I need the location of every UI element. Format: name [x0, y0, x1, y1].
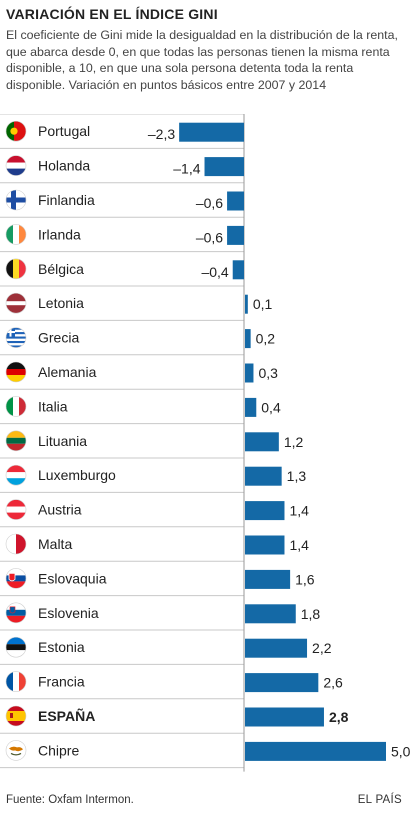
category-label: Malta — [38, 536, 72, 552]
value-label: 1,2 — [284, 434, 304, 450]
source-note: Fuente: Oxfam Intermon. — [6, 794, 134, 806]
france-flag-icon — [5, 671, 27, 692]
bar-malta — [245, 535, 285, 555]
netherlands-flag-icon — [5, 155, 27, 176]
category-label: Portugal — [38, 123, 90, 139]
value-label: –2,3 — [148, 126, 175, 142]
category-label: ESPAÑA — [38, 707, 95, 724]
value-label: –0,6 — [196, 195, 223, 211]
category-label: Letonia — [38, 295, 84, 311]
value-label: 0,2 — [256, 331, 276, 347]
cyprus-flag-icon — [5, 740, 27, 761]
luxembourg-flag-icon — [5, 464, 27, 486]
chart-title: VARIACIÓN EN EL ÍNDICE GINI — [6, 6, 218, 22]
slovenia-flag-icon — [5, 602, 27, 624]
value-label: –0,6 — [196, 229, 223, 245]
finland-flag-icon — [5, 189, 27, 211]
category-label: Holanda — [38, 158, 90, 174]
latvia-flag-icon — [5, 292, 27, 314]
bar-chipre — [245, 741, 386, 761]
value-label: 2,2 — [312, 640, 332, 656]
bar-francia — [245, 673, 319, 693]
bar-grecia — [245, 329, 251, 349]
bar-finlandia — [227, 191, 244, 211]
value-label: 1,4 — [289, 503, 309, 519]
category-label: Chipre — [38, 742, 79, 758]
value-label: 2,8 — [329, 709, 349, 725]
category-label: Eslovaquia — [38, 570, 107, 586]
belgium-flag-icon — [5, 258, 27, 280]
bar-austria — [245, 501, 285, 521]
category-label: Bélgica — [38, 261, 84, 277]
ireland-flag-icon — [5, 224, 27, 245]
category-label: Francia — [38, 674, 85, 690]
bar-españa — [245, 707, 324, 727]
spain-flag-icon — [5, 705, 27, 727]
bar-alemania — [245, 363, 254, 383]
bar-estonia — [245, 638, 308, 658]
value-label: 0,1 — [253, 296, 273, 312]
malta-flag-icon — [5, 533, 27, 555]
bar-luxemburgo — [245, 466, 282, 486]
chart-subtitle: El coeficiente de Gini mide la desiguald… — [6, 28, 398, 92]
bar-lituania — [245, 432, 279, 452]
bar-holanda — [204, 157, 244, 177]
category-label: Estonia — [38, 639, 85, 655]
value-label: 1,4 — [289, 537, 309, 553]
bar-irlanda — [227, 225, 244, 245]
category-label: Luxemburgo — [38, 467, 116, 483]
germany-flag-icon — [5, 361, 27, 383]
category-label: Grecia — [38, 330, 79, 346]
value-label: 1,8 — [301, 606, 321, 622]
category-label: Eslovenia — [38, 605, 99, 621]
value-label: 1,6 — [295, 571, 315, 587]
bar-eslovenia — [245, 604, 296, 624]
bar-italia — [245, 397, 257, 417]
value-label: 0,3 — [258, 365, 278, 381]
estonia-flag-icon — [5, 636, 27, 658]
value-label: –1,4 — [173, 161, 200, 177]
greece-flag-icon — [5, 327, 27, 348]
publisher-brand: EL PAÍS — [357, 794, 402, 806]
category-label: Italia — [38, 398, 68, 414]
austria-flag-icon — [5, 499, 27, 520]
bar-letonia — [245, 294, 248, 314]
bar-portugal — [179, 122, 244, 142]
category-label: Austria — [38, 502, 82, 518]
bar-eslovaquia — [245, 569, 291, 589]
value-label: 0,4 — [261, 399, 281, 415]
bar-chart: Portugal –2,3 Holanda –1,4 Finlandia –0,6 Irla… — [0, 114, 411, 772]
category-label: Lituania — [38, 433, 87, 449]
category-label: Alemania — [38, 364, 97, 380]
bar-bélgica — [232, 260, 244, 280]
value-label: 1,3 — [287, 468, 307, 484]
category-label: Finlandia — [38, 192, 95, 208]
value-label: –0,4 — [201, 264, 228, 280]
category-label: Irlanda — [38, 226, 81, 242]
value-label: 2,6 — [323, 675, 343, 691]
value-label: 5,0 — [391, 743, 411, 759]
slovakia-flag-icon — [5, 568, 27, 589]
italy-flag-icon — [5, 396, 27, 417]
lithuania-flag-icon — [5, 430, 27, 452]
portugal-flag-icon — [5, 120, 27, 142]
